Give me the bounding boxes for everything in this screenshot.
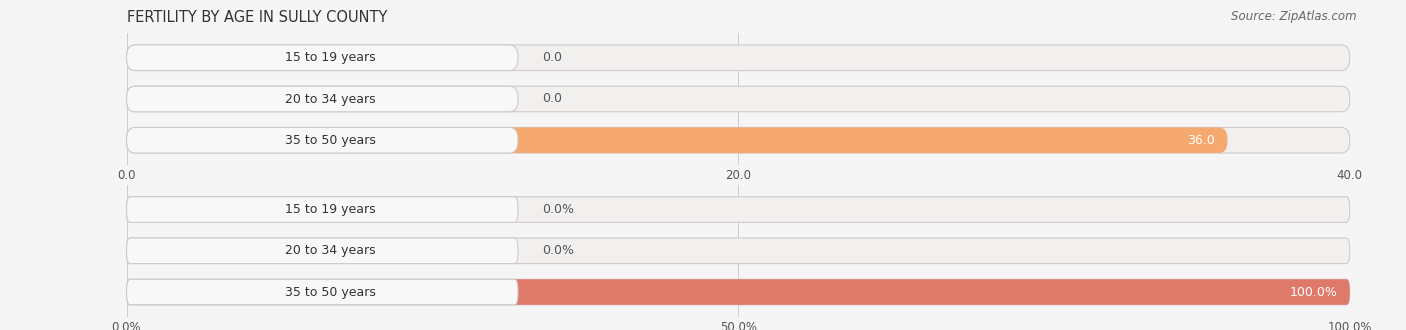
FancyBboxPatch shape xyxy=(127,279,1350,305)
FancyBboxPatch shape xyxy=(127,279,1350,305)
FancyBboxPatch shape xyxy=(127,127,1350,153)
Text: FERTILITY BY AGE IN SULLY COUNTY: FERTILITY BY AGE IN SULLY COUNTY xyxy=(127,10,387,25)
Text: 0.0%: 0.0% xyxy=(543,244,575,257)
FancyBboxPatch shape xyxy=(127,45,517,71)
FancyBboxPatch shape xyxy=(127,127,517,153)
Text: 15 to 19 years: 15 to 19 years xyxy=(285,203,375,216)
FancyBboxPatch shape xyxy=(127,86,1350,112)
Text: 0.0%: 0.0% xyxy=(543,203,575,216)
Text: 35 to 50 years: 35 to 50 years xyxy=(284,134,375,147)
Text: 0.0: 0.0 xyxy=(543,92,562,106)
FancyBboxPatch shape xyxy=(127,86,517,112)
FancyBboxPatch shape xyxy=(127,127,1227,153)
FancyBboxPatch shape xyxy=(127,279,517,305)
FancyBboxPatch shape xyxy=(127,197,517,222)
Text: 15 to 19 years: 15 to 19 years xyxy=(285,51,375,64)
FancyBboxPatch shape xyxy=(127,238,1350,264)
Text: 100.0%: 100.0% xyxy=(1289,285,1337,299)
Text: 20 to 34 years: 20 to 34 years xyxy=(285,244,375,257)
Text: 35 to 50 years: 35 to 50 years xyxy=(284,285,375,299)
Text: 0.0: 0.0 xyxy=(543,51,562,64)
Text: 36.0: 36.0 xyxy=(1188,134,1215,147)
FancyBboxPatch shape xyxy=(127,45,1350,71)
Text: Source: ZipAtlas.com: Source: ZipAtlas.com xyxy=(1232,10,1357,23)
FancyBboxPatch shape xyxy=(127,197,1350,222)
FancyBboxPatch shape xyxy=(127,238,517,264)
Text: 20 to 34 years: 20 to 34 years xyxy=(285,92,375,106)
